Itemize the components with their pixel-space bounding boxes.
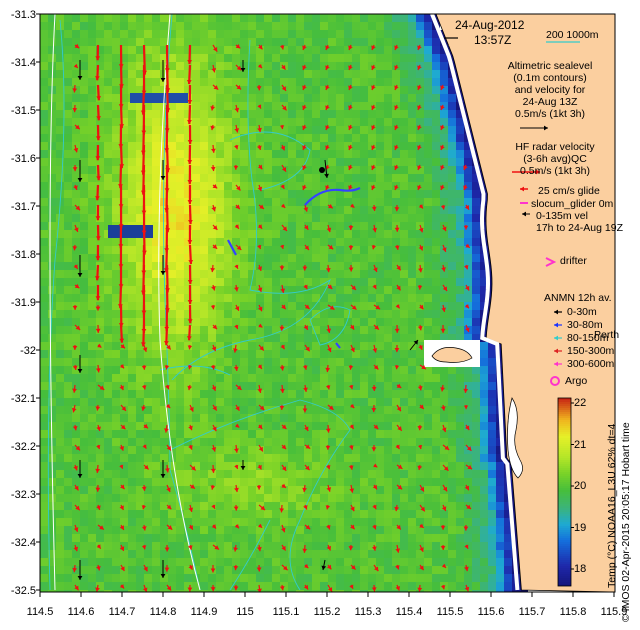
anmn-item-150-300: 150-300m: [567, 345, 615, 357]
altimetry-line-5: 0.5m/s (1kt 3h): [514, 108, 586, 120]
x-tick-label: 114.8: [149, 606, 177, 618]
x-tick-label: 115.1: [272, 606, 300, 618]
y-tick-label: -31.7: [10, 201, 36, 213]
altimetry-arrows: [77, 60, 419, 580]
depth-scale-label: 200 1000m: [546, 29, 599, 41]
hf-radar-arrows: [71, 43, 473, 592]
y-tick-label: -31.4: [10, 57, 36, 69]
x-tick-label: 115.8: [559, 606, 587, 618]
y-tick-label: -32.1: [10, 393, 36, 405]
x-tick-label: 114.6: [67, 606, 95, 618]
anmn-item-300-600: 300-600m: [567, 358, 615, 370]
y-tick-label: -32.3: [10, 489, 36, 501]
x-tick-label: 115.6: [477, 606, 505, 618]
anmn-item-80-150: 80-150m: [567, 332, 609, 344]
colorbar-tick-label: 20: [574, 480, 587, 492]
hf-radar-line-2: (3-6h avg)QC: [523, 153, 587, 165]
x-tick-label: 115.4: [395, 606, 423, 618]
glider-line-1: 25 cm/s glide: [538, 185, 600, 197]
argo-label: Argo: [565, 375, 588, 387]
x-tick-label: 114.5: [26, 606, 54, 618]
y-tick-label: -31.8: [10, 249, 36, 261]
altimetry-line-4: 24-Aug 13Z: [522, 96, 578, 108]
y-tick-label: -31.6: [10, 153, 36, 165]
y-tick-label: -31.3: [10, 9, 36, 21]
perth-label: Perth: [594, 329, 620, 341]
anmn-title: ANMN 12h av.: [544, 292, 612, 304]
x-tick-label: 115.5: [436, 606, 464, 618]
x-tick-label: 114.9: [190, 606, 218, 618]
y-tick-label: -32.5: [10, 585, 36, 597]
y-tick-label: -32.4: [10, 537, 36, 549]
y-tick-label: -32.2: [10, 441, 36, 453]
credit-text: © IMOS 02-Apr-2015 20:05:17 Hobart time: [620, 422, 632, 622]
colorbar: [557, 397, 574, 587]
x-tick-label: 115.2: [313, 606, 341, 618]
x-tick-label: 115: [236, 606, 254, 618]
x-tick-label: 115.3: [354, 606, 382, 618]
altimetry-line-1: Altimetric sealevel: [507, 60, 593, 72]
drifter-label: drifter: [560, 255, 587, 267]
colorbar-tick-label: 21: [574, 438, 587, 451]
y-tick-label: -31.9: [10, 297, 36, 309]
colorbar-tick-label: 19: [574, 521, 587, 534]
map-time: 13:57Z: [474, 33, 512, 47]
x-tick-label: 114.7: [108, 606, 136, 618]
colorbar-tick-label: 18: [574, 563, 587, 575]
glider-line-3: 0-135m vel: [536, 210, 588, 222]
glider-line-4: 17h to 24-Aug 19Z: [536, 222, 623, 234]
y-tick-label: -32: [20, 345, 36, 357]
hf-radar-line-1: HF radar velocity: [515, 141, 595, 153]
x-tick-label: 115.9: [600, 606, 628, 618]
colorbar-title: Temp (°C) NOAA16_L3U 62% dt=4: [606, 423, 618, 588]
colorbar-tick-label: 22: [574, 397, 587, 409]
map-date: 24-Aug-2012: [455, 18, 525, 32]
legend-glyphs: [444, 37, 580, 386]
x-tick-label: 115.7: [518, 606, 546, 618]
y-tick-label: -31.5: [10, 105, 36, 117]
hf-radar-line-3: 0.5m/s (1kt 3h): [519, 165, 591, 177]
sealevel-contours: [47, 14, 351, 591]
glider-track: [227, 167, 361, 349]
anmn-item-0-30: 0-30m: [567, 306, 597, 318]
altimetry-line-3: and velocity for: [514, 84, 586, 96]
anmn-item-30-80: 30-80m: [567, 319, 603, 331]
altimetry-line-2: (0.1m contours): [513, 72, 587, 84]
glider-line-2: slocum_glider 0m: [531, 198, 614, 210]
